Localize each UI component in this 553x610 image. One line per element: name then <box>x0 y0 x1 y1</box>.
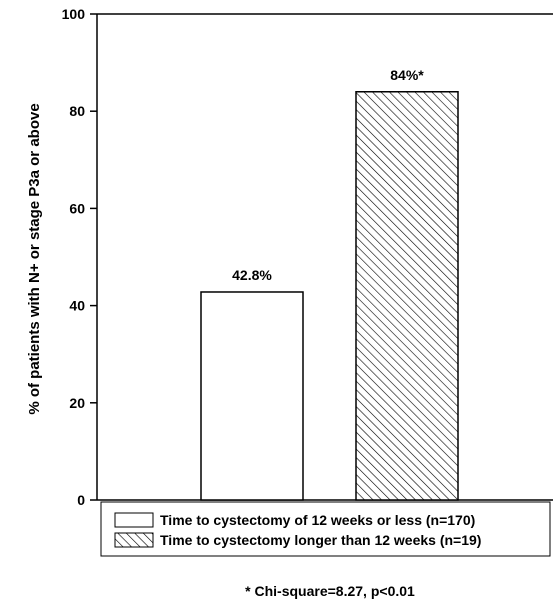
y-tick-label: 0 <box>77 492 85 508</box>
bar-value-label: 42.8% <box>232 267 272 283</box>
legend-swatch-white <box>114 512 154 528</box>
y-tick-label: 40 <box>69 298 85 314</box>
y-tick-label: 20 <box>69 395 85 411</box>
y-tick-label: 100 <box>62 6 86 22</box>
footnote: * Chi-square=8.27, p<0.01 <box>245 583 415 599</box>
y-tick-label: 80 <box>69 103 85 119</box>
y-axis-ticks: 0 20 40 60 80 100 <box>62 6 97 508</box>
legend-swatch-hatched <box>114 532 154 548</box>
legend-label-1: Time to cystectomy of 12 weeks or less (… <box>160 512 475 528</box>
bars <box>200 91 459 501</box>
data-labels: 42.8% 84%* <box>232 67 424 283</box>
bar-12-weeks-or-less <box>200 291 304 501</box>
bar-longer-than-12-weeks <box>355 91 459 501</box>
y-axis-title: % of patients with N+ or stage P3a or ab… <box>26 103 43 414</box>
y-tick-label: 60 <box>69 200 85 216</box>
legend-box <box>100 501 551 557</box>
legend-label-2: Time to cystectomy longer than 12 weeks … <box>160 532 481 548</box>
bar-value-label: 84%* <box>390 67 424 83</box>
legend: Time to cystectomy of 12 weeks or less (… <box>100 501 551 557</box>
